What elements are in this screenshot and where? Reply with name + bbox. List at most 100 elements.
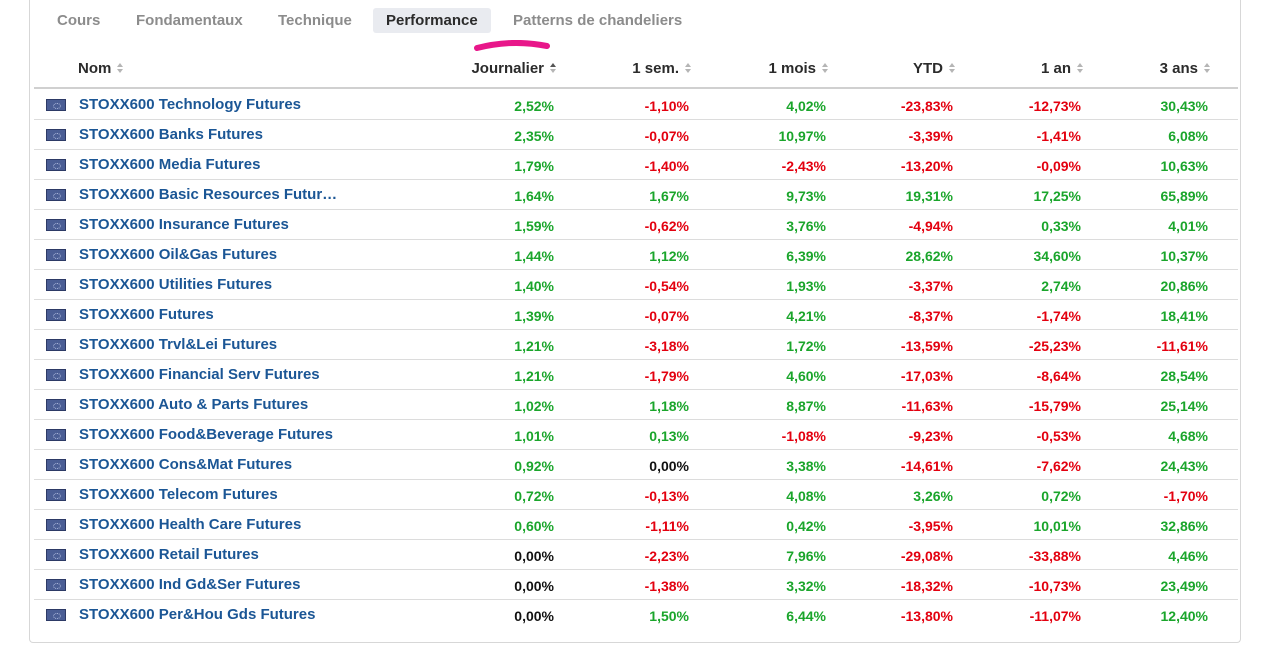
tab-technique[interactable]: Technique: [278, 12, 352, 29]
instrument-name-link[interactable]: STOXX600 Utilities Futures: [79, 276, 273, 293]
performance-value: 3,32%: [786, 578, 826, 594]
col-header-nom[interactable]: Nom: [78, 50, 124, 87]
performance-value: -17,03%: [900, 368, 953, 384]
eu-flag-icon: [46, 339, 66, 351]
instrument-name-link[interactable]: STOXX600 Financial Serv Futures: [79, 366, 320, 383]
instrument-name-link[interactable]: STOXX600 Retail Futures: [79, 546, 259, 563]
performance-value: -3,37%: [908, 278, 953, 294]
performance-value: 1,64%: [514, 188, 554, 204]
performance-value: -1,70%: [1163, 488, 1208, 504]
tab-performance[interactable]: Performance: [373, 8, 491, 33]
performance-value: -2,23%: [644, 548, 689, 564]
instrument-name-link[interactable]: STOXX600 Ind Gd&Ser Futures: [79, 576, 301, 593]
tab-fondamentaux[interactable]: Fondamentaux: [136, 12, 243, 29]
performance-value: -4,94%: [908, 218, 953, 234]
performance-value: 28,62%: [905, 248, 953, 264]
table-row[interactable]: STOXX600 Technology Futures 2,52% -1,10% 4,…: [34, 90, 1238, 120]
instrument-name-link[interactable]: STOXX600 Telecom Futures: [79, 486, 278, 503]
instrument-name-link[interactable]: STOXX600 Media Futures: [79, 156, 261, 173]
performance-value: 1,18%: [649, 398, 689, 414]
instrument-name-link[interactable]: STOXX600 Oil&Gas Futures: [79, 246, 278, 263]
table-row[interactable]: STOXX600 Ind Gd&Ser Futures 0,00% -1,38% 3,…: [34, 570, 1238, 600]
performance-value: 1,59%: [514, 218, 554, 234]
performance-value: -23,83%: [900, 98, 953, 114]
eu-flag-icon: [46, 159, 66, 171]
performance-value: -0,07%: [644, 128, 689, 144]
performance-value: 18,41%: [1160, 308, 1208, 324]
table-row[interactable]: STOXX600 Oil&Gas Futures 1,44% 1,12% 6,39% 2…: [34, 240, 1238, 270]
performance-value: 9,73%: [786, 188, 826, 204]
performance-value: 4,21%: [786, 308, 826, 324]
table-row[interactable]: STOXX600 Auto & Parts Futures 1,02% 1,18% 8…: [34, 390, 1238, 420]
eu-flag-icon: [46, 549, 66, 561]
performance-value: 1,79%: [514, 158, 554, 174]
performance-value: 7,96%: [786, 548, 826, 564]
instrument-name-link[interactable]: STOXX600 Auto & Parts Futures: [79, 396, 309, 413]
eu-flag-icon: [46, 99, 66, 111]
instrument-name-link[interactable]: STOXX600 Insurance Futures: [79, 216, 289, 233]
instrument-name-link[interactable]: STOXX600 Health Care Futures: [79, 516, 302, 533]
performance-value: -1,40%: [644, 158, 689, 174]
instrument-name-link[interactable]: STOXX600 Per&Hou Gds Futures: [79, 606, 316, 623]
col-header-3-ans[interactable]: 3 ans: [1108, 50, 1211, 87]
performance-value: 6,39%: [786, 248, 826, 264]
performance-value: 23,49%: [1160, 578, 1208, 594]
table-row[interactable]: STOXX600 Insurance Futures 1,59% -0,62% 3,7…: [34, 210, 1238, 240]
table-row[interactable]: STOXX600 Telecom Futures 0,72% -0,13% 4,08%…: [34, 480, 1238, 510]
performance-value: -15,79%: [1028, 398, 1081, 414]
performance-value: -0,09%: [1036, 158, 1081, 174]
tab-patterns-de-chandeliers[interactable]: Patterns de chandeliers: [513, 12, 683, 29]
eu-flag-icon: [46, 489, 66, 501]
performance-value: 0,33%: [1041, 218, 1081, 234]
table-row[interactable]: STOXX600 Cons&Mat Futures 0,92% 0,00% 3,38%…: [34, 450, 1238, 480]
table-row[interactable]: STOXX600 Per&Hou Gds Futures 0,00% 1,50% 6,…: [34, 600, 1238, 630]
table-row[interactable]: STOXX600 Futures 1,39% -0,07% 4,21% -8,37% -1…: [34, 300, 1238, 330]
instrument-name-link[interactable]: STOXX600 Technology Futures: [79, 96, 301, 113]
eu-flag-icon: [46, 459, 66, 471]
performance-value: 4,46%: [1168, 548, 1208, 564]
instrument-name-link[interactable]: STOXX600 Trvl&Lei Futures: [79, 336, 278, 353]
performance-value: -8,64%: [1036, 368, 1081, 384]
table-row[interactable]: STOXX600 Health Care Futures 0,60% -1,11% 0…: [34, 510, 1238, 540]
performance-value: 4,60%: [786, 368, 826, 384]
performance-value: -13,20%: [900, 158, 953, 174]
table-row[interactable]: STOXX600 Banks Futures 2,35% -0,07% 10,97% -…: [34, 120, 1238, 150]
eu-flag-icon: [46, 129, 66, 141]
performance-value: 1,50%: [649, 608, 689, 624]
performance-value: 6,44%: [786, 608, 826, 624]
performance-value: -13,80%: [900, 608, 953, 624]
table-row[interactable]: STOXX600 Retail Futures 0,00% -2,23% 7,96% -…: [34, 540, 1238, 570]
table-row[interactable]: STOXX600 Media Futures 1,79% -1,40% -2,43% -…: [34, 150, 1238, 180]
table-row[interactable]: STOXX600 Trvl&Lei Futures 1,21% -3,18% 1,72…: [34, 330, 1238, 360]
table-row[interactable]: STOXX600 Basic Resources Futur… 1,64% 1,67…: [34, 180, 1238, 210]
table-row[interactable]: STOXX600 Financial Serv Futures 1,21% -1,7…: [34, 360, 1238, 390]
instrument-name-link[interactable]: STOXX600 Cons&Mat Futures: [79, 456, 293, 473]
performance-value: -29,08%: [900, 548, 953, 564]
performance-value: 3,26%: [913, 488, 953, 504]
tab-cours[interactable]: Cours: [57, 12, 101, 29]
performance-value: -0,62%: [644, 218, 689, 234]
performance-value: 1,67%: [649, 188, 689, 204]
performance-value: 1,93%: [786, 278, 826, 294]
col-header-1-an[interactable]: 1 an: [981, 50, 1084, 87]
col-header-journalier[interactable]: Journalier: [454, 50, 557, 87]
instrument-name-link[interactable]: STOXX600 Futures: [79, 306, 214, 323]
performance-value: -2,43%: [781, 158, 826, 174]
quotes-panel: Cours Fondamentaux Technique Performance…: [29, 0, 1241, 643]
performance-value: 1,01%: [514, 428, 554, 444]
performance-value: 0,00%: [514, 548, 554, 564]
performance-value: -13,59%: [900, 338, 953, 354]
col-header-ytd[interactable]: YTD: [853, 50, 956, 87]
col-header-1-mois[interactable]: 1 mois: [726, 50, 829, 87]
performance-value: 32,86%: [1160, 518, 1208, 534]
table-row[interactable]: STOXX600 Food&Beverage Futures 1,01% 0,13%…: [34, 420, 1238, 450]
col-header-1-sem[interactable]: 1 sem.: [589, 50, 692, 87]
eu-flag-icon: [46, 609, 66, 621]
instrument-name-link[interactable]: STOXX600 Banks Futures: [79, 126, 263, 143]
instrument-name-link[interactable]: STOXX600 Basic Resources Futur…: [79, 186, 338, 203]
performance-value: -11,63%: [901, 398, 953, 414]
performance-value: -1,10%: [644, 98, 689, 114]
performance-value: 1,12%: [649, 248, 689, 264]
table-row[interactable]: STOXX600 Utilities Futures 1,40% -0,54% 1,9…: [34, 270, 1238, 300]
instrument-name-link[interactable]: STOXX600 Food&Beverage Futures: [79, 426, 333, 443]
